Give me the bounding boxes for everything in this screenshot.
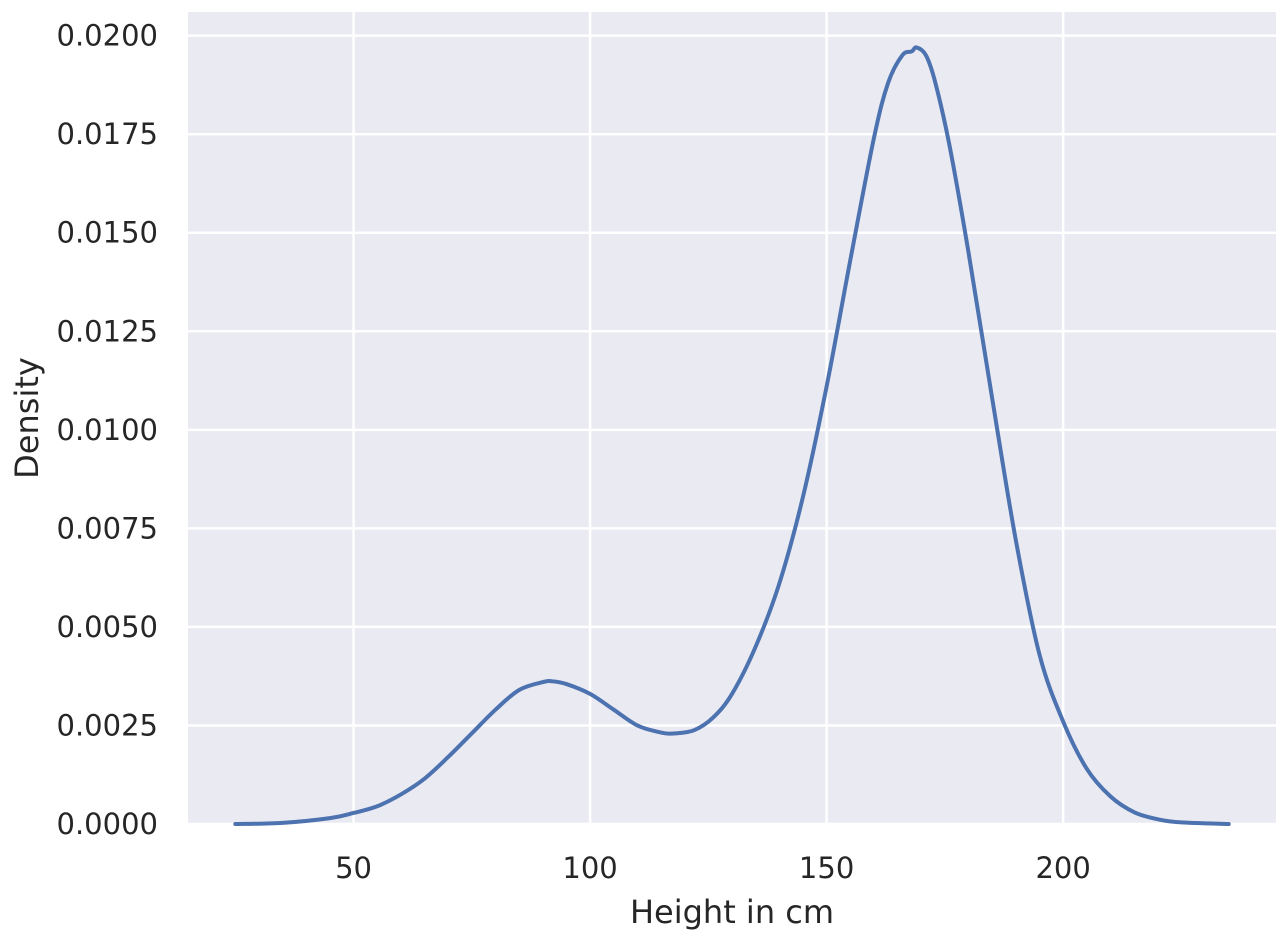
- x-tick-label: 150: [799, 851, 854, 885]
- y-tick-label: 0.0150: [57, 216, 158, 250]
- plot-area: [188, 12, 1276, 824]
- x-gridlines: [352, 12, 1065, 824]
- x-tick-label: 100: [562, 851, 617, 885]
- y-tick-label: 0.0175: [57, 117, 158, 151]
- x-axis-label: Height in cm: [630, 893, 834, 931]
- y-tick-label: 0.0050: [57, 610, 158, 644]
- x-tick-labels: 50 100 150 200: [335, 851, 1091, 885]
- y-tick-labels: 0.0000 0.0025 0.0050 0.0075 0.0100 0.0125 0.01…: [57, 19, 158, 841]
- x-tick-label: 50: [335, 851, 372, 885]
- y-tick-label: 0.0125: [57, 314, 158, 348]
- y-tick-label: 0.0200: [57, 19, 158, 53]
- y-tick-label: 0.0075: [57, 511, 158, 545]
- y-tick-label: 0.0000: [57, 807, 158, 841]
- y-tick-label: 0.0025: [57, 708, 158, 742]
- x-tick-label: 200: [1035, 851, 1090, 885]
- density-curve: [233, 45, 1231, 826]
- y-gridlines: [188, 34, 1276, 826]
- y-axis-label: Density: [8, 357, 46, 479]
- y-tick-label: 0.0100: [57, 413, 158, 447]
